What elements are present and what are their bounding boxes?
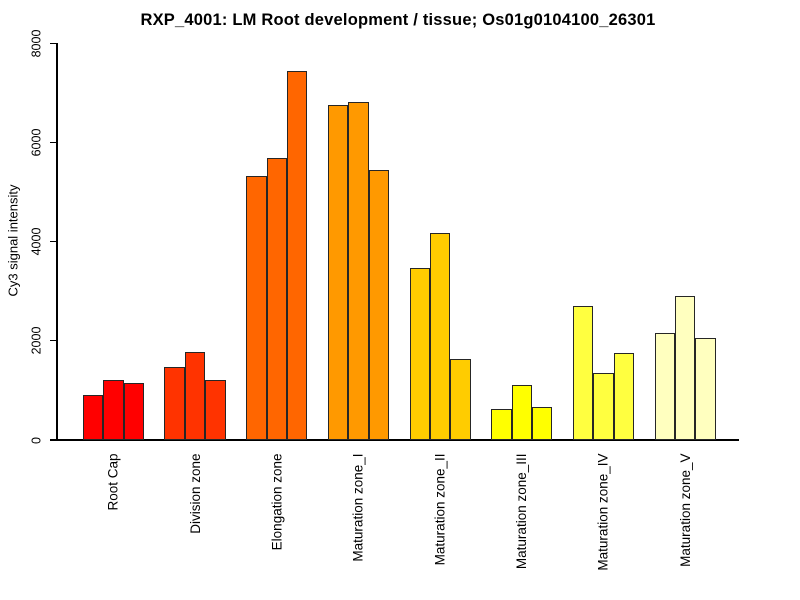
- y-tick-mark: [50, 141, 56, 144]
- x-category-label: Root Cap: [105, 453, 121, 511]
- y-axis-label: Cy3 signal intensity: [5, 184, 21, 297]
- bar: [491, 408, 512, 440]
- x-category-label: Maturation zone_V: [677, 453, 693, 567]
- x-axis-line: [56, 439, 739, 441]
- bar: [572, 306, 594, 440]
- x-category-label: Maturation zone_IV: [596, 453, 612, 571]
- bar: [532, 406, 553, 440]
- x-category-label: Maturation zone_II: [432, 453, 448, 565]
- bar: [286, 70, 308, 440]
- y-tick-label: 8000: [29, 29, 44, 58]
- x-category-label: Maturation zone_III: [514, 453, 530, 569]
- y-tick-mark: [50, 340, 56, 342]
- bar: [266, 158, 287, 440]
- bar: [695, 338, 716, 440]
- bar: [593, 373, 614, 440]
- bar: [82, 395, 104, 440]
- bar: [368, 170, 390, 440]
- bar: [103, 379, 124, 440]
- chart-title: RXP_4001: LM Root development / tissue; …: [140, 11, 656, 29]
- bar: [123, 383, 144, 440]
- bar: [164, 366, 185, 440]
- bar: [613, 352, 635, 440]
- bar: [246, 175, 267, 440]
- x-category-label: Elongation zone: [269, 453, 285, 550]
- bar: [450, 359, 471, 440]
- y-tick-mark: [50, 439, 56, 441]
- bar: [327, 105, 349, 440]
- y-tick-label: 0: [29, 436, 44, 444]
- bar: [429, 232, 451, 440]
- y-axis-line: [56, 43, 58, 441]
- bar: [654, 333, 675, 440]
- y-tick-label: 4000: [29, 227, 44, 256]
- bar: [511, 385, 533, 440]
- bar: [205, 380, 226, 440]
- x-category-label: Maturation zone_I: [350, 453, 366, 562]
- x-category-label: Division zone: [187, 453, 203, 534]
- y-tick-label: 2000: [29, 326, 44, 355]
- y-tick-mark: [50, 241, 56, 243]
- bar: [348, 101, 369, 440]
- y-tick-mark: [50, 42, 56, 44]
- bar: [409, 267, 430, 440]
- bar: [675, 295, 696, 440]
- y-tick-label: 6000: [29, 128, 44, 157]
- bar: [184, 352, 206, 440]
